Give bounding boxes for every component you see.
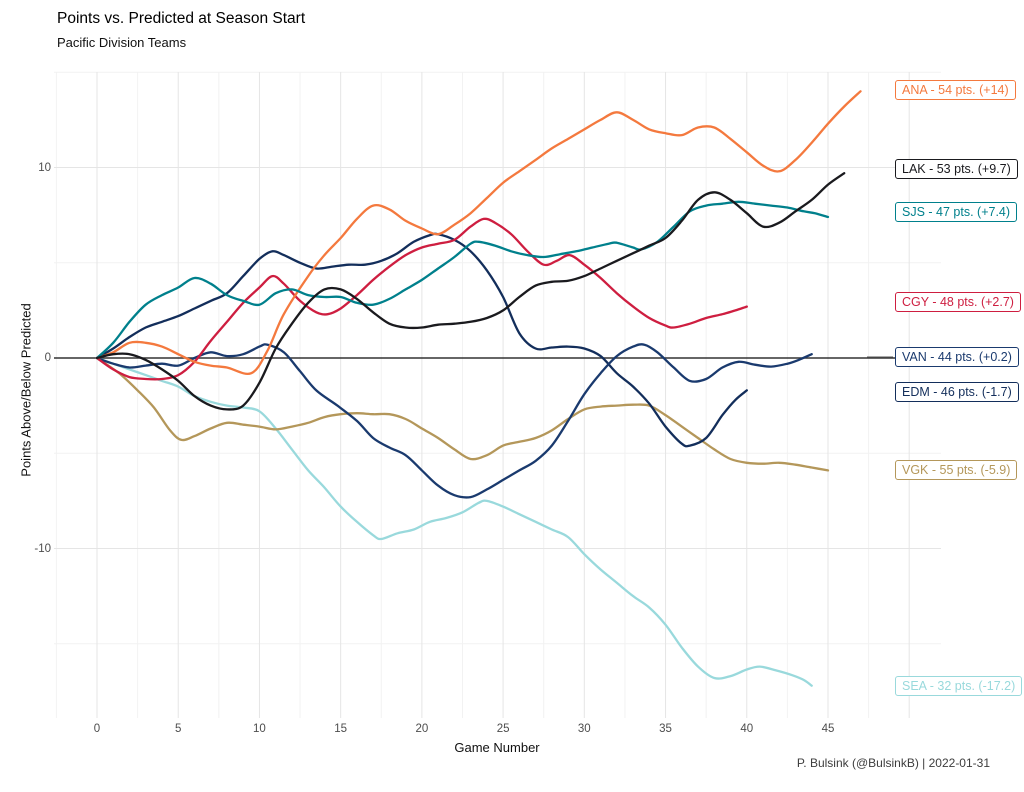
series-line-LAK [95, 172, 846, 411]
series-line-VAN [95, 343, 813, 499]
x-tick-label: 20 [415, 723, 429, 735]
series-line-ANA [95, 90, 862, 375]
series-label-ANA: ANA - 54 pts. (+14) [895, 80, 1016, 100]
x-tick-label: 0 [93, 723, 101, 735]
series-label-CGY: CGY - 48 pts. (+2.7) [895, 292, 1021, 312]
series-label-LAK: LAK - 53 pts. (+9.7) [895, 159, 1018, 179]
series-label-SJS: SJS - 47 pts. (+7.4) [895, 202, 1018, 222]
x-axis-title: Game Number [454, 740, 540, 755]
series-line-CGY [95, 217, 748, 381]
chart-caption: P. Bulsink (@BulsinkB) | 2022-01-31 [796, 756, 990, 770]
series-line-SEA [95, 356, 813, 687]
series-label-SEA: SEA - 32 pts. (-17.2) [895, 676, 1023, 696]
x-tick-label: 40 [740, 723, 754, 735]
chart-subtitle: Pacific Division Teams [57, 35, 187, 50]
series-line-EDM [95, 232, 748, 448]
series-line-SJS [95, 200, 830, 360]
series-label-VGK: VGK - 55 pts. (-5.9) [895, 460, 1018, 480]
x-tick-label: 25 [496, 723, 510, 735]
x-tick-label: 30 [577, 723, 591, 735]
x-tick-label: 10 [253, 723, 266, 735]
x-tick-label: 45 [821, 723, 835, 735]
y-tick-label: -10 [34, 542, 51, 555]
y-axis-title: Points Above/Below Predicted [18, 303, 34, 477]
series-label-EDM: EDM - 46 pts. (-1.7) [895, 382, 1019, 402]
y-tick-label: 10 [38, 161, 51, 174]
x-tick-label: 15 [334, 723, 348, 735]
x-tick-label: 35 [659, 723, 672, 735]
chart-title: Points vs. Predicted at Season Start [57, 10, 306, 27]
series-label-VAN: VAN - 44 pts. (+0.2) [895, 347, 1019, 367]
x-tick-label: 5 [175, 723, 182, 735]
y-tick-label: 0 [44, 352, 51, 364]
